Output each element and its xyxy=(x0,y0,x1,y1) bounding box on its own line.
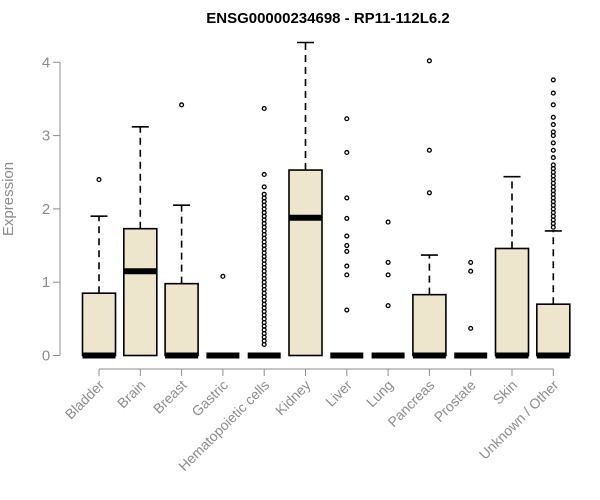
y-tick-label: 4 xyxy=(42,54,50,71)
outlier-point xyxy=(344,263,350,269)
outlier-point xyxy=(426,190,432,196)
box-group xyxy=(330,116,364,359)
outlier-point xyxy=(261,191,267,197)
box-rect xyxy=(412,293,447,357)
chart-title: ENSG00000234698 - RP11-112L6.2 xyxy=(206,10,450,27)
outlier-point xyxy=(344,116,350,122)
box-rect xyxy=(81,292,117,357)
x-tick-label: Breast xyxy=(150,377,190,417)
outlier-point xyxy=(550,140,556,146)
outlier-point xyxy=(261,171,267,177)
outlier-point xyxy=(550,90,556,96)
box-group xyxy=(454,259,488,359)
outlier-point xyxy=(550,147,556,153)
outlier-point xyxy=(426,147,432,153)
x-tick-label: Brain xyxy=(114,377,148,411)
box-group xyxy=(206,273,240,359)
x-tick-label: Kidney xyxy=(272,377,314,419)
box-group xyxy=(535,77,571,359)
box-group xyxy=(288,41,323,357)
box-rect xyxy=(164,282,199,357)
outlier-point xyxy=(385,219,391,225)
outlier-point xyxy=(550,122,556,128)
outlier-point xyxy=(468,325,474,331)
y-tick-label: 2 xyxy=(42,201,50,218)
outlier-point xyxy=(550,77,556,83)
outlier-point xyxy=(96,177,102,183)
outlier-point xyxy=(261,184,267,190)
x-tick-label: Bladder xyxy=(62,377,108,423)
outlier-point xyxy=(550,155,556,161)
x-tick-label: Prostate xyxy=(431,377,479,425)
outlier-point xyxy=(344,307,350,313)
box-rect xyxy=(494,247,530,357)
outlier-point xyxy=(344,149,350,156)
outlier-point xyxy=(344,243,350,249)
outlier-point xyxy=(385,303,391,309)
outlier-point xyxy=(344,233,350,239)
box-group xyxy=(164,102,199,359)
y-axis-label: Expression xyxy=(0,162,17,236)
box-group xyxy=(81,177,117,359)
box-rect xyxy=(535,303,571,357)
boxes-layer xyxy=(81,41,571,359)
box-group xyxy=(371,219,405,359)
outlier-point xyxy=(468,259,474,265)
y-tick-label: 0 xyxy=(42,348,50,365)
outlier-point xyxy=(344,195,350,201)
box-rect xyxy=(288,169,323,357)
y-tick-label: 3 xyxy=(42,128,50,145)
outlier-point xyxy=(385,272,391,278)
outlier-point xyxy=(344,215,350,221)
outlier-point xyxy=(261,105,267,112)
y-tick-label: 1 xyxy=(42,274,50,291)
box-group xyxy=(247,105,281,359)
outlier-point xyxy=(179,102,185,108)
outlier-point xyxy=(550,162,556,168)
x-tick-label: Liver xyxy=(322,377,355,410)
outlier-point xyxy=(344,248,350,254)
box-rect xyxy=(123,227,158,357)
x-tick-label: Skin xyxy=(490,377,521,408)
outlier-point xyxy=(426,58,432,64)
x-tick-label: Lung xyxy=(363,377,396,410)
outlier-point xyxy=(550,129,556,135)
outlier-point xyxy=(220,273,226,279)
outlier-point xyxy=(468,268,474,274)
outlier-point xyxy=(385,259,391,265)
box-group xyxy=(412,58,447,359)
outlier-point xyxy=(550,102,556,108)
box-group xyxy=(123,126,158,357)
box-group xyxy=(494,175,530,359)
outlier-point xyxy=(344,272,350,278)
y-axis: 0 1 2 3 4 xyxy=(42,54,61,365)
outlier-point xyxy=(550,114,556,120)
